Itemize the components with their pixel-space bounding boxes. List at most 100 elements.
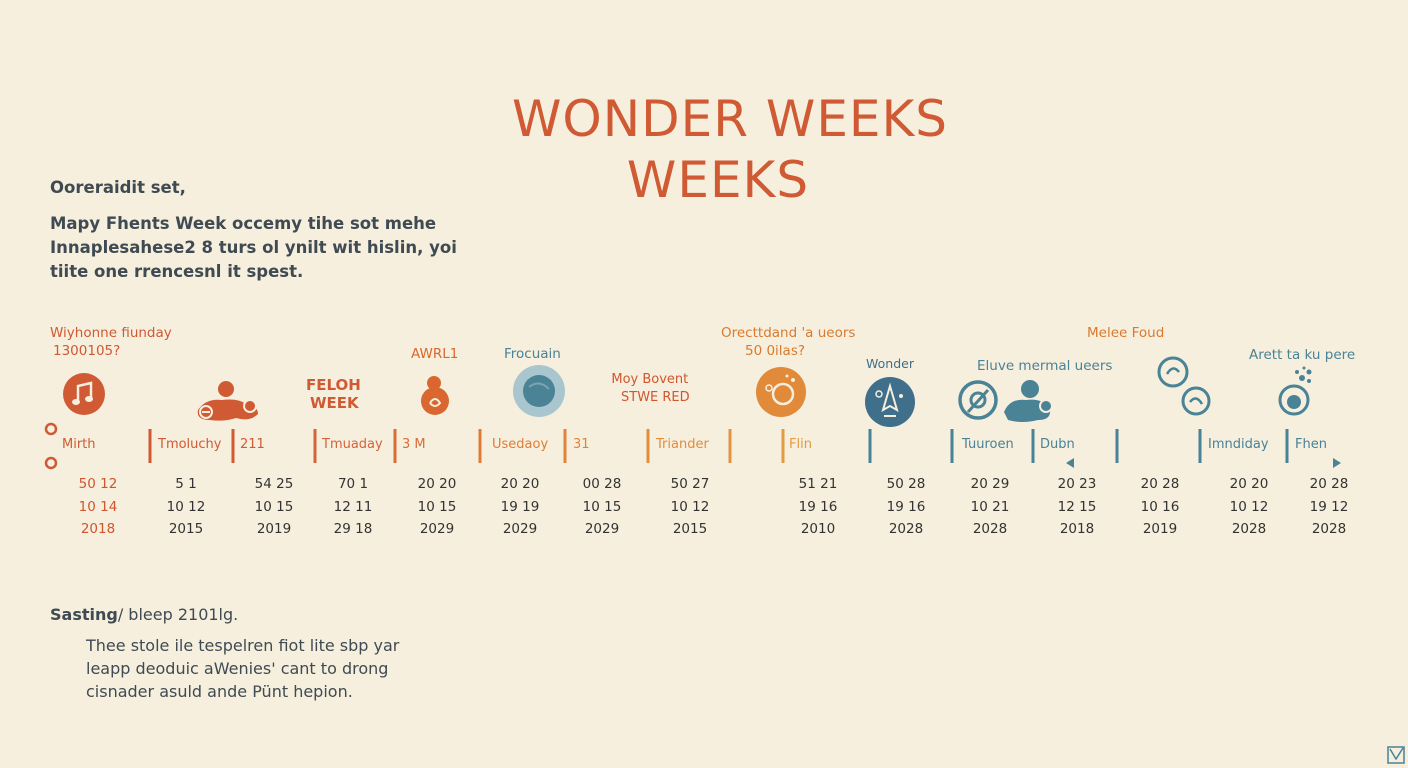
crawling-baby-icon [197, 381, 258, 421]
leap-label: Orecttdand 'a ueors 50 0ilas? [721, 324, 855, 360]
timeline-label: Triander [656, 437, 709, 452]
date-value: 2019 [256, 521, 292, 537]
date-value: 29 18 [333, 521, 373, 537]
timeline-label: Imndiday [1208, 437, 1269, 452]
date-value: 12 15 [1057, 499, 1097, 515]
timeline-label: Dubn [1040, 437, 1075, 452]
date-value: 54 25 [254, 476, 294, 492]
leap-label: AWRL1 [411, 346, 459, 362]
leap-label-line: WEEK [310, 394, 359, 412]
timeline-label: Tmuaday [322, 437, 383, 452]
rocket-icon [865, 377, 915, 427]
bubble-cluster-icon [1278, 366, 1312, 416]
bottom-heading: Sasting/ bleep 2101lg. [50, 605, 399, 624]
date-value: 70 1 [337, 476, 369, 492]
bottom-note: Sasting/ bleep 2101lg. Thee stole ile te… [50, 605, 399, 703]
leap-label-line: 50 0ilas? [745, 343, 806, 359]
leap-label: Wonder [866, 356, 914, 371]
checkbox-icon [1387, 746, 1405, 764]
date-value: 00 28 [582, 476, 622, 492]
date-value: 50 12 [78, 476, 118, 492]
intro-text: Ooreraidit set, Mapy Fhents Week occemy … [50, 176, 457, 284]
date-value: 2029 [502, 521, 538, 537]
date-value: 2015 [672, 521, 708, 537]
date-value: 2029 [584, 521, 620, 537]
leap-label: Frocuain [504, 346, 561, 362]
bottom-body: Thee stole ile tespelren fiot lite sbp y… [86, 634, 399, 703]
bottom-line: cisnader asuld ande Pünt hepion. [86, 682, 353, 701]
date-value: 20 20 [417, 476, 457, 492]
date-value: 19 16 [798, 499, 838, 515]
leap-label: Melee Foud [1087, 325, 1165, 341]
date-value: 10 15 [417, 499, 457, 515]
date-value: 5 1 [175, 476, 197, 492]
timeline-label: Usedaoy [492, 437, 549, 452]
timeline-label: 31 [573, 437, 590, 452]
timeline-label: 3 M [402, 437, 426, 452]
leap-label-line: Moy Bovent [611, 372, 689, 387]
music-note-icon [63, 373, 105, 415]
date-value: 20 23 [1057, 476, 1097, 492]
bottom-line: leapp deoduic aWenies' cant to drong [86, 659, 389, 678]
bubbles-icon [1157, 356, 1211, 416]
date-value: 10 15 [254, 499, 294, 515]
leap-label-line: 1300105? [53, 343, 121, 359]
date-value: 10 12 [670, 499, 710, 515]
leap-label: Arett ta ku pere [1249, 347, 1356, 363]
date-value: 20 29 [970, 476, 1010, 492]
timeline [44, 422, 1362, 470]
intro-line: Innaplesahese2 8 turs ol ynilt wit hisli… [50, 238, 457, 257]
timeline-label: 211 [240, 437, 265, 452]
date-value: 2018 [1059, 521, 1095, 537]
title-line-2: WEEKS [626, 151, 810, 209]
timeline-label: Fhen [1295, 437, 1327, 452]
date-value: 50 28 [886, 476, 926, 492]
date-value: 20 28 [1140, 476, 1180, 492]
bottom-heading-rest: / bleep 2101lg. [117, 605, 239, 624]
intro-line: Mapy Fhents Week occemy tihe sot mehe [50, 214, 437, 233]
date-value: 2019 [1142, 521, 1178, 537]
date-value: 19 16 [886, 499, 926, 515]
date-value: 2029 [419, 521, 455, 537]
leap-label: Eluve mermal ueers [977, 358, 1113, 374]
timeline-label: Tmoluchy [158, 437, 222, 452]
date-value: 19 12 [1309, 499, 1349, 515]
leap-label-line: STWE RED [621, 390, 690, 405]
date-value: 2028 [1311, 521, 1347, 537]
leap-label: Moy Bovent STWE RED [610, 371, 690, 407]
timeline-label: Tuuroen [962, 437, 1014, 452]
date-value: 2010 [800, 521, 836, 537]
rattle-icon [421, 376, 449, 415]
date-value: 10 15 [582, 499, 622, 515]
leap-label-line: Orecttdand 'a ueors [721, 325, 856, 341]
date-value: 19 19 [500, 499, 540, 515]
intro-heading: Ooreraidit set, [50, 178, 186, 197]
playing-baby-icon [958, 380, 1053, 422]
bottom-line: Thee stole ile tespelren fiot lite sbp y… [86, 636, 400, 655]
leap-label-line: FELOH [306, 376, 361, 394]
intro-line: tiite one rrencesnl it spest. [50, 262, 304, 281]
date-value: 10 16 [1140, 499, 1180, 515]
leap-label-line: Wiyhonne fiunday [50, 325, 172, 341]
leap-label: Wiyhonne fiunday 1300105? [50, 324, 172, 360]
date-value: 51 21 [798, 476, 838, 492]
clock-gear-icon [756, 367, 806, 417]
date-value: 20 20 [1229, 476, 1269, 492]
timeline-label: Mirth [62, 437, 96, 452]
date-value: 10 12 [166, 499, 206, 515]
date-value: 20 28 [1309, 476, 1349, 492]
date-value: 20 20 [500, 476, 540, 492]
date-value: 2028 [972, 521, 1008, 537]
date-value: 2028 [1231, 521, 1267, 537]
title-line-1: WONDER WEEKS [511, 90, 949, 148]
leap-label: FELOH WEEK [306, 376, 361, 412]
timeline-label: Flin [789, 437, 812, 452]
date-value: 50 27 [670, 476, 710, 492]
date-value: 2028 [888, 521, 924, 537]
date-value: 2015 [168, 521, 204, 537]
date-value: 10 12 [1229, 499, 1269, 515]
bottom-heading-bold: Sasting [50, 605, 118, 624]
planet-icon [513, 365, 565, 417]
date-value: 2018 [80, 521, 116, 537]
date-value: 10 21 [970, 499, 1010, 515]
